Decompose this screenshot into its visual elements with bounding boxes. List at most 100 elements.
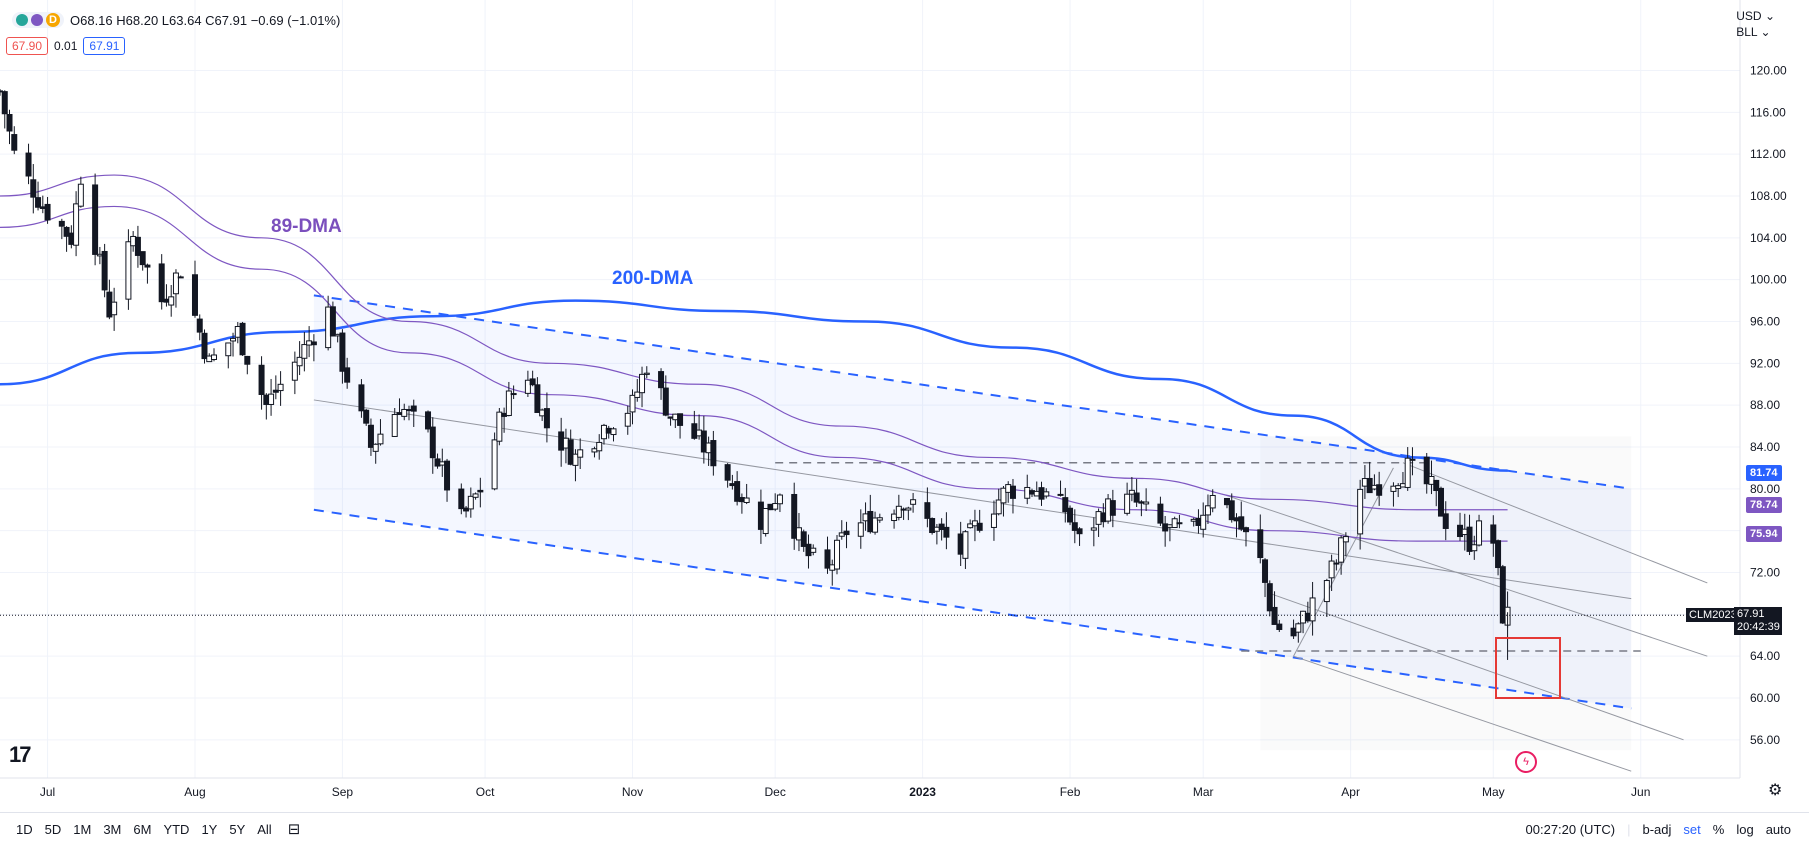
candle-down — [976, 522, 983, 531]
y-tick-label: 80.00 — [1750, 482, 1780, 496]
date-range-icon[interactable]: ⊟ — [287, 821, 301, 838]
dot-green-icon — [16, 14, 28, 26]
ask-price[interactable]: 67.91 — [83, 37, 126, 55]
candle-up — [1024, 486, 1031, 499]
candle-down — [329, 306, 336, 337]
candle-down — [1238, 516, 1245, 530]
x-tick-label: Jun — [1631, 785, 1650, 799]
candle-up — [1000, 487, 1007, 504]
candle-down — [1223, 497, 1230, 506]
y-tick-label: 96.00 — [1750, 315, 1780, 329]
candle-down — [263, 394, 270, 405]
candle-down — [339, 332, 346, 372]
candle-down — [367, 424, 374, 448]
candle-down — [724, 464, 731, 481]
candle-down — [358, 384, 365, 412]
candle-down — [1266, 583, 1273, 612]
candle-up — [1309, 597, 1316, 622]
candle-down — [791, 493, 798, 539]
tool-percent[interactable]: % — [1712, 821, 1725, 837]
lightning-icon[interactable]: ϟ — [1515, 751, 1537, 773]
candle-up — [496, 411, 503, 442]
tool-auto[interactable]: auto — [1765, 821, 1791, 837]
candle-up — [1209, 494, 1216, 509]
candle-down — [463, 507, 470, 512]
timeframe-3m[interactable]: 3M — [103, 821, 122, 837]
y-tick-label: 60.00 — [1750, 691, 1780, 705]
candle-down — [1442, 513, 1449, 529]
candle-down — [363, 409, 370, 424]
candle-up — [296, 356, 303, 367]
candle-up — [291, 361, 298, 381]
candle-down — [477, 489, 484, 493]
candle-down — [729, 483, 736, 487]
candle-down — [501, 412, 508, 417]
price-chart[interactable]: 56.00 60.00 64.00 72.00 80.00 84.00 88.00 92.00… — [0, 0, 1809, 812]
timeframe-all[interactable]: All — [257, 821, 272, 837]
y-tick-label: 100.00 — [1750, 273, 1787, 287]
interval-badge: D — [46, 13, 60, 27]
timeframe-ytd[interactable]: YTD — [163, 821, 190, 837]
tool-set[interactable]: set — [1683, 821, 1701, 837]
candle-up — [933, 526, 940, 532]
candle-down — [1, 91, 8, 115]
timeframe-6m[interactable]: 6M — [133, 821, 152, 837]
candle-up — [467, 495, 474, 510]
candle-down — [1466, 526, 1473, 552]
clock[interactable]: 00:27:20 (UTC) — [1525, 821, 1616, 837]
candle-down — [405, 409, 412, 412]
timeframe-1y[interactable]: 1Y — [201, 821, 218, 837]
bottom-toolbar: 1D 5D 1M 3M 6M YTD 1Y 5Y All ⊟ 00:27:20 (UTC) | … — [0, 812, 1809, 845]
timeframe-1m[interactable]: 1M — [73, 821, 92, 837]
candle-up — [810, 547, 817, 553]
tradingview-logo-icon[interactable]: 17 — [9, 742, 32, 767]
y-tick-label: 88.00 — [1750, 398, 1780, 412]
candle-up — [610, 428, 617, 436]
candle-up — [672, 413, 679, 421]
candle-up — [1404, 457, 1411, 488]
candle-up — [1300, 610, 1307, 624]
candle-down — [58, 220, 65, 227]
candle-up — [510, 393, 517, 396]
candle-up — [211, 354, 218, 361]
candle-up — [301, 344, 308, 359]
candle-down — [605, 427, 612, 434]
candle-up — [172, 272, 179, 295]
candle-down — [63, 226, 70, 237]
tool-badj[interactable]: b-adj — [1642, 821, 1672, 837]
candle-down — [429, 426, 436, 459]
candle-down — [201, 332, 208, 360]
candle-down — [1162, 523, 1169, 532]
candle-down — [677, 413, 684, 426]
candle-up — [1338, 537, 1345, 563]
candle-up — [1390, 485, 1397, 492]
spread-value: 0.01 — [54, 39, 78, 53]
timeframe-1d[interactable]: 1D — [16, 821, 33, 837]
candle-up — [776, 494, 783, 505]
candle-down — [534, 384, 541, 413]
candle-down — [734, 481, 741, 502]
bid-price[interactable]: 67.90 — [6, 37, 49, 55]
candle-down — [1138, 501, 1145, 504]
candle-down — [1304, 612, 1311, 622]
symbol-pill[interactable]: D — [12, 12, 64, 28]
candle-down — [900, 508, 907, 511]
symbol-label: CLM2023 — [1686, 608, 1740, 622]
candle-up — [562, 437, 569, 449]
timeframe-5d[interactable]: 5D — [44, 821, 62, 837]
timeframe-5y[interactable]: 5Y — [229, 821, 246, 837]
currency-unit[interactable]: USD ⌄ BLL ⌄ — [1736, 8, 1775, 40]
candle-down — [177, 276, 184, 279]
gear-icon[interactable]: ⚙ — [1768, 782, 1783, 799]
candle-down — [1271, 606, 1278, 625]
candle-up — [705, 442, 712, 454]
candle-up — [772, 503, 779, 510]
candle-down — [1290, 627, 1297, 637]
candle-down — [1457, 524, 1464, 538]
candle-down — [163, 298, 170, 303]
candle-up — [268, 393, 275, 405]
tool-log[interactable]: log — [1736, 821, 1754, 837]
ma89-line — [0, 174, 1508, 511]
candle-up — [1371, 484, 1378, 490]
candle-up — [1124, 493, 1131, 514]
